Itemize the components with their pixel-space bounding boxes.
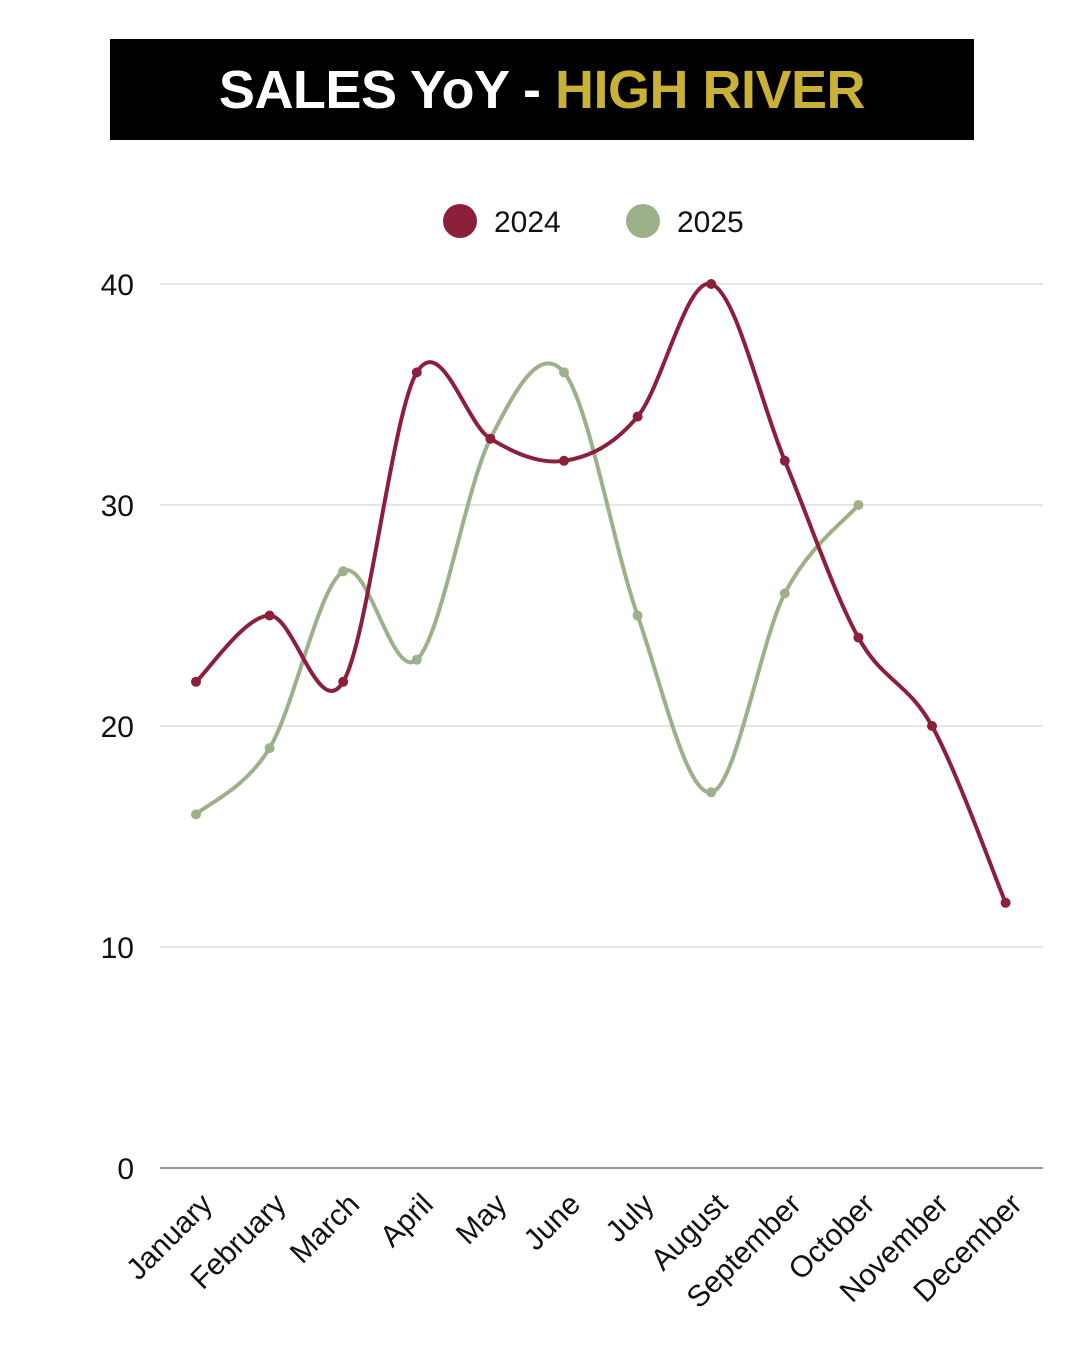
data-point-2025-september[interactable] <box>779 588 790 599</box>
data-point-2024-november[interactable] <box>927 721 937 731</box>
data-point-2024-october[interactable] <box>853 632 864 643</box>
x-tick-label: July <box>599 1188 660 1249</box>
data-point-2024-june[interactable] <box>559 455 569 466</box>
chart-title: SALES YoY - HIGH RIVER <box>218 59 866 121</box>
y-tick-label: 0 <box>117 1153 134 1186</box>
x-tick-label: June <box>518 1188 587 1257</box>
data-point-2024-august[interactable] <box>706 279 717 289</box>
x-tick-label: March <box>284 1188 366 1270</box>
legend: 2024 2025 <box>443 204 744 239</box>
x-tick-label: April <box>374 1188 440 1254</box>
data-point-2024-february[interactable] <box>264 610 275 621</box>
data-point-2024-september[interactable] <box>779 455 790 466</box>
data-point-2025-august[interactable] <box>706 787 717 798</box>
y-tick-label: 40 <box>101 269 134 302</box>
legend-label: 2025 <box>677 206 744 239</box>
data-point-2025-april[interactable] <box>411 654 422 665</box>
series-lines <box>191 279 1011 908</box>
legend-swatch <box>626 204 660 238</box>
y-tick-label: 30 <box>101 490 134 523</box>
data-point-2024-january[interactable] <box>191 676 201 687</box>
title-bar: SALES YoY - HIGH RIVER <box>110 39 974 140</box>
data-point-2025-october[interactable] <box>853 500 864 510</box>
series-2024 <box>191 279 1011 908</box>
legend-item-2025[interactable]: 2025 <box>626 204 744 239</box>
grid-lines <box>160 283 1043 1169</box>
data-point-2024-april[interactable] <box>411 367 422 378</box>
legend-swatch <box>443 204 477 238</box>
data-point-2024-march[interactable] <box>338 676 349 687</box>
series-2025 <box>191 361 864 820</box>
data-point-2024-may[interactable] <box>485 433 496 444</box>
y-axis-ticks: 0 10 20 30 40 <box>101 269 134 1186</box>
data-point-2024-july[interactable] <box>632 411 643 422</box>
legend-item-2024[interactable]: 2024 <box>443 204 561 239</box>
x-tick-label: May <box>450 1188 513 1251</box>
title-location: HIGH RIVER <box>555 59 866 120</box>
series-line-2024 <box>194 281 1008 905</box>
data-point-2025-june[interactable] <box>559 367 569 378</box>
data-point-2025-july[interactable] <box>632 610 643 621</box>
series-line-2025 <box>194 361 861 817</box>
data-point-2025-march[interactable] <box>338 566 349 577</box>
data-point-2024-december[interactable] <box>1000 897 1011 908</box>
y-tick-label: 10 <box>101 932 134 965</box>
legend-label: 2024 <box>494 206 561 239</box>
y-tick-label: 20 <box>101 711 134 744</box>
title-prefix: SALES YoY - <box>218 59 556 120</box>
data-point-2025-february[interactable] <box>264 743 275 754</box>
data-point-2025-january[interactable] <box>191 809 201 820</box>
